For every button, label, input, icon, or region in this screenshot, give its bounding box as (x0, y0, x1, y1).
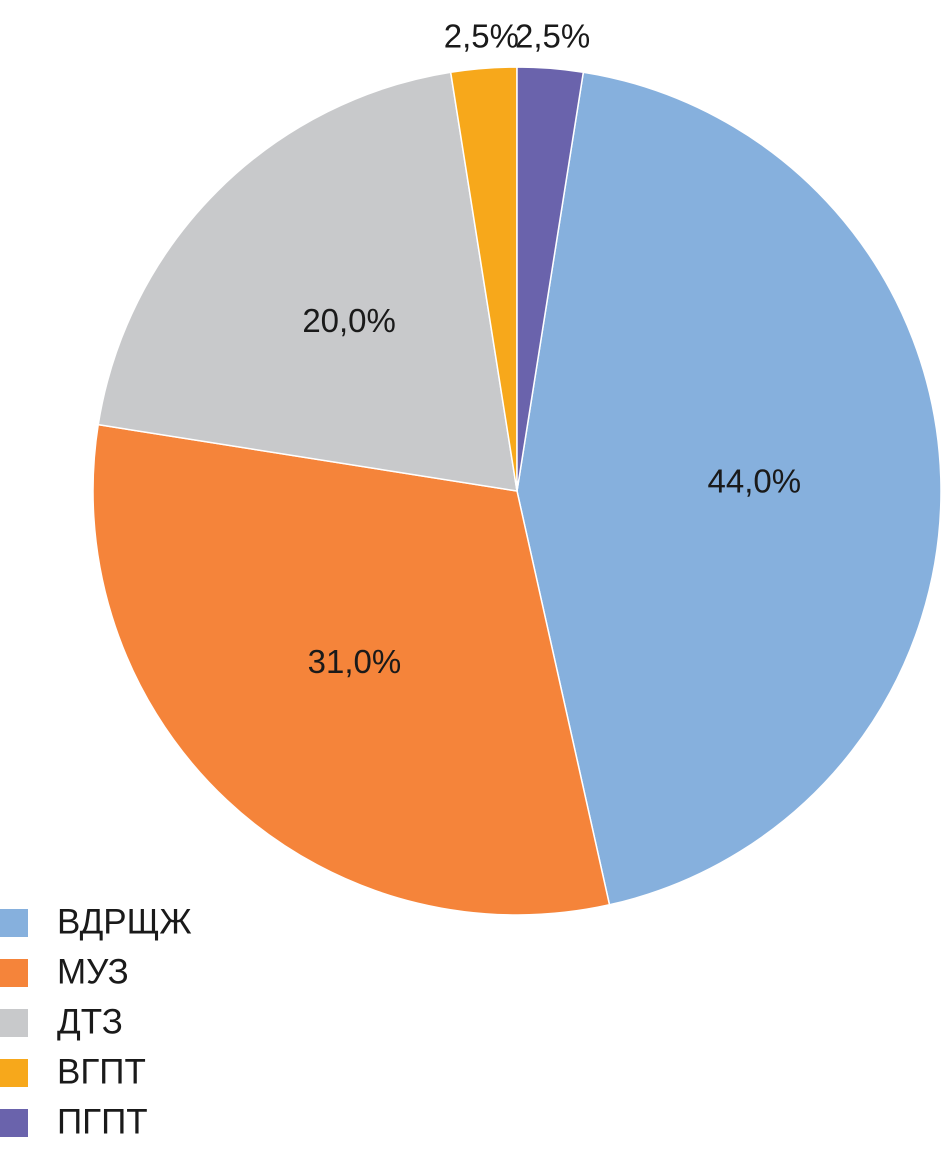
legend-label: МУЗ (57, 952, 129, 991)
data-label: 31,0% (308, 643, 402, 680)
legend-swatch (0, 1109, 28, 1137)
legend-swatch (0, 1009, 28, 1037)
legend-label: ВГПТ (57, 1052, 146, 1091)
legend-label: ВДРЩЖ (57, 902, 192, 941)
legend-label: ДТЗ (57, 1002, 123, 1041)
legend-swatch (0, 1059, 28, 1087)
legend-label: ПГПТ (57, 1102, 148, 1141)
data-label: 44,0% (708, 462, 802, 499)
data-label: 2,5% (515, 17, 590, 54)
legend-swatch (0, 909, 28, 937)
pie-slice (516, 66, 585, 492)
pie-slice (92, 423, 611, 916)
data-label: 20,0% (302, 302, 396, 339)
data-label: 2,5% (444, 17, 519, 54)
pie-slice (97, 71, 518, 492)
legend-swatch (0, 959, 28, 987)
